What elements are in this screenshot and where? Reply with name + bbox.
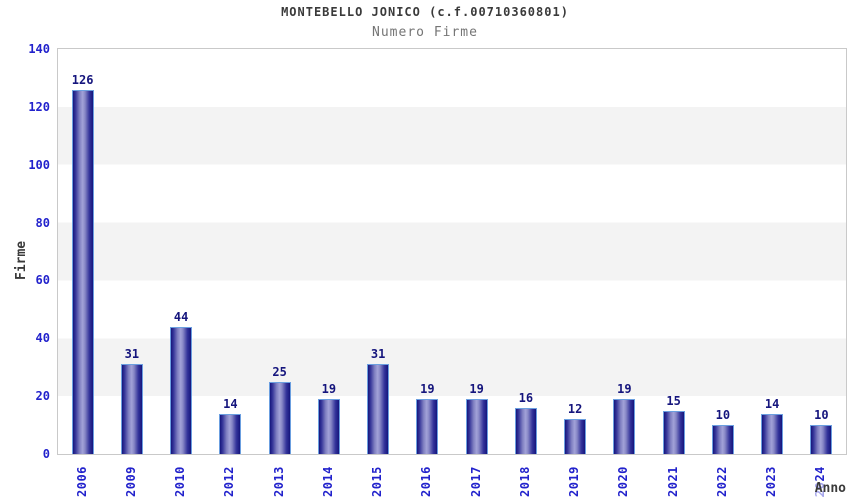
bar [810,425,833,454]
bar-value-label: 25 [272,364,287,379]
x-tick-label: 2020 [616,466,631,497]
x-tick-label: 2021 [665,466,680,497]
x-tick-label: 2009 [123,466,138,497]
chart-subtitle: Numero Firme [372,25,478,40]
bar [613,399,636,454]
x-tick-label: 2006 [74,466,89,497]
bar [268,381,291,454]
bar [761,413,784,454]
bar-value-label: 15 [666,393,681,408]
bar-value-label: 19 [420,382,435,397]
y-tick-label: 140 [28,42,50,56]
bar [367,364,390,454]
bar [662,410,685,454]
bar-value-label: 31 [124,347,140,362]
bar-value-label: 19 [321,382,337,397]
y-tick-label: 20 [35,389,50,404]
bar [465,399,488,454]
x-tick-label: 2019 [567,466,582,497]
bar-slot: 25 [255,49,304,454]
x-tick-label: 2016 [419,466,434,497]
y-tick-label: 120 [28,99,50,114]
x-tick-label: 2022 [714,466,729,497]
bar-slot: 19 [304,49,353,454]
x-tick-label: 2017 [468,466,483,497]
x-tick-label: 2012 [222,466,237,497]
bar-value-label: 19 [469,382,484,397]
bar [120,364,143,454]
bar-slot: 19 [403,49,452,454]
bar [71,89,94,454]
x-tick-label: 2014 [320,466,335,497]
bar-value-label: 44 [173,309,189,324]
bar [317,399,340,454]
bar-value-label: 126 [71,72,94,87]
bar-value-label: 10 [715,408,731,423]
x-tick-label: 2015 [370,466,385,497]
bar-value-label: 31 [370,347,386,362]
bar-slot: 14 [206,49,255,454]
bar [564,419,587,454]
bar-slot: 16 [501,49,550,454]
bar-value-label: 10 [814,408,829,423]
plot-area: 126 31 44 14 25 19 31 19 19 16 12 19 15 10 14 10 [57,48,847,455]
bar-slot: 14 [748,49,797,454]
bar-slot: 12 [551,49,600,454]
bar-slot: 31 [354,49,403,454]
bar-slot: 10 [698,49,747,454]
x-tick-label: 2013 [271,466,286,497]
y-tick-label: 60 [35,273,50,288]
bar [219,413,242,454]
bar-value-label: 12 [567,402,583,417]
bar-slot: 19 [452,49,501,454]
bar-value-label: 16 [518,390,534,405]
x-axis-title: Anno [814,481,846,496]
x-tick-label: 2023 [764,466,779,497]
bar [170,326,193,454]
x-tick-label: 2010 [173,466,188,497]
chart-title: MONTEBELLO JONICO (c.f.00710360801) [281,5,569,19]
bar-slot: 126 [58,49,107,454]
bar-slot: 15 [649,49,698,454]
bar-value-label: 14 [764,396,780,411]
bar-slot: 19 [600,49,649,454]
y-tick-label: 100 [28,157,50,172]
bar-value-label: 19 [617,382,632,397]
bar-slot: 31 [107,49,156,454]
bar [514,407,537,454]
bar-value-label: 14 [223,396,238,411]
bar [711,425,734,454]
bar-slot: 44 [157,49,206,454]
y-tick-label: 0 [42,447,50,461]
bar-slot: 10 [797,49,846,454]
bar [416,399,439,454]
y-tick-label: 40 [35,331,50,346]
x-tick-label: 2018 [517,466,532,497]
y-tick-label: 80 [35,215,50,230]
